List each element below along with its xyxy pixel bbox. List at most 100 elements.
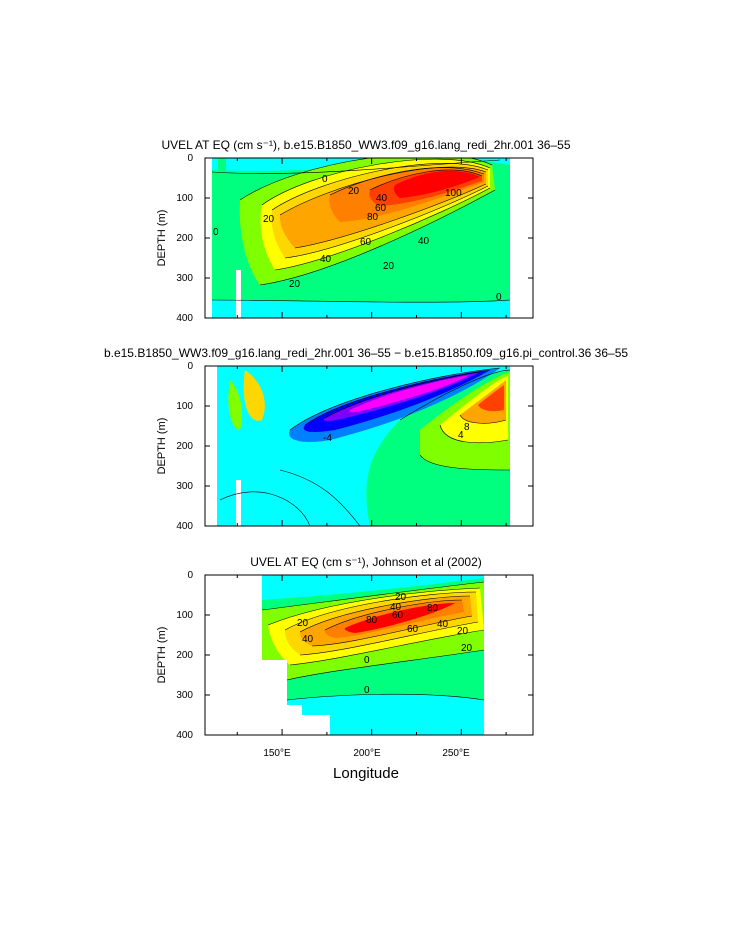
y-tick-label: 100 <box>176 401 193 412</box>
y-tick-label: 100 <box>176 610 193 621</box>
contour-line <box>279 469 361 526</box>
field-core-positive <box>478 385 504 412</box>
contour-label: 20 <box>297 618 309 629</box>
contour-label: 40 <box>302 634 314 645</box>
y-tick-label: 100 <box>176 193 193 204</box>
contour-line <box>284 185 489 259</box>
panel-bottom-title: UVEL AT EQ (cm s⁻¹), Johnson et al (2002… <box>250 555 482 569</box>
contour-line <box>304 369 491 426</box>
contour-line <box>289 367 501 431</box>
contour-line <box>419 454 511 471</box>
y-axis-label: DEPTH (m) <box>156 418 168 475</box>
contour-line <box>324 371 481 419</box>
contour-line <box>211 299 511 303</box>
contour-line <box>211 159 501 174</box>
contour-label: 20 <box>383 261 395 272</box>
land-mask <box>287 705 302 735</box>
contour-line <box>299 595 471 633</box>
contour-line <box>329 167 485 196</box>
contour-label: 4 <box>458 430 464 441</box>
contour-label: 40 <box>437 619 449 630</box>
y-tick-label: 0 <box>187 570 193 581</box>
contour-label: 40 <box>320 254 332 265</box>
contour-line <box>289 629 485 666</box>
y-tick-label: 300 <box>176 690 193 701</box>
contour-line <box>261 581 485 611</box>
contour-label: 20 <box>457 626 469 637</box>
panel-top-y-axis: DEPTH (m) 0 100 200 300 400 <box>156 153 193 324</box>
contour-line <box>279 166 487 216</box>
y-tick-label: 400 <box>176 730 193 741</box>
contour-label: 80 <box>366 615 378 626</box>
contour-label: 40 <box>390 602 402 613</box>
contour-label: 60 <box>360 237 372 248</box>
panel-top-plot: 0 20 40 60 80 100 60 40 20 40 20 0 0 20 <box>204 157 534 319</box>
contour-line <box>311 615 473 647</box>
panel-top-contour-labels: 0 20 40 60 80 100 60 40 20 40 20 0 0 20 <box>213 174 502 303</box>
panel-top-title: UVEL AT EQ (cm s⁻¹), b.e15.B1850_WW3.f09… <box>161 138 570 152</box>
panel-bottom-y-axis: DEPTH (m) 0 100 200 300 400 <box>156 570 193 741</box>
contour-label: 60 <box>375 203 387 214</box>
y-tick-label: 200 <box>176 441 193 452</box>
y-tick-label: 200 <box>176 233 193 244</box>
contour-label: 0 <box>364 685 370 696</box>
land-mask <box>262 660 287 735</box>
land-mask <box>236 480 241 526</box>
contour-line <box>299 621 479 656</box>
contour-line <box>274 187 491 271</box>
field-core-red <box>394 170 480 198</box>
land-mask <box>236 270 241 318</box>
contour-line <box>259 189 496 286</box>
contour-label: 40 <box>418 236 430 247</box>
panel-middle-plot: -4 8 4 <box>204 365 534 527</box>
contour-line <box>399 369 511 421</box>
contour-label: 80 <box>427 603 439 614</box>
contour-label: 60 <box>407 624 419 635</box>
contour-line <box>459 414 507 424</box>
contour-line <box>284 591 477 631</box>
x-tick-label: 250°E <box>442 748 470 759</box>
y-tick-label: 300 <box>176 273 193 284</box>
y-tick-label: 0 <box>187 361 193 372</box>
contour-label: 20 <box>348 186 360 197</box>
contour-line <box>286 649 485 681</box>
contour-line <box>267 587 481 626</box>
contour-label: 20 <box>289 279 301 290</box>
panel-bottom-contour-labels: 20 40 60 80 80 60 40 20 20 40 0 0 20 <box>297 592 473 696</box>
x-axis-label: Longitude <box>333 765 399 782</box>
x-tick-label: 200°E <box>353 748 381 759</box>
contour-line <box>219 491 311 526</box>
west-boundary-patch <box>218 158 226 208</box>
axis-ticks <box>205 157 533 736</box>
contour-line <box>261 158 491 206</box>
y-tick-label: 400 <box>176 313 193 324</box>
contour-line <box>286 693 485 701</box>
contour-line <box>439 424 509 444</box>
contour-label: 20 <box>461 643 473 654</box>
contour-label: 0 <box>496 292 502 303</box>
panel-middle: b.e15.B1850_WW3.f09_g16.lang_redi_2hr.00… <box>104 346 628 532</box>
contour-line <box>271 163 489 211</box>
contour-line <box>369 169 483 191</box>
land-mask <box>302 715 330 735</box>
contour-label: 8 <box>464 422 470 433</box>
contour-label: 0 <box>322 174 328 185</box>
contour-label: 20 <box>263 214 275 225</box>
contour-label: 80 <box>367 212 379 223</box>
y-tick-label: 400 <box>176 521 193 532</box>
contour-line <box>324 599 463 631</box>
contour-label: 40 <box>376 193 388 204</box>
field-core-negative <box>349 375 470 413</box>
y-tick-label: 0 <box>187 153 193 164</box>
panel-middle-title: b.e15.B1850_WW3.f09_g16.lang_redi_2hr.00… <box>104 346 628 360</box>
y-tick-label: 200 <box>176 650 193 661</box>
contour-label: 0 <box>213 227 219 238</box>
contour-label: 20 <box>395 592 407 603</box>
west-anomaly-patch <box>243 370 265 421</box>
contour-label: 0 <box>364 655 370 666</box>
panel-middle-y-axis: DEPTH (m) 0 100 200 300 400 <box>156 361 193 532</box>
y-axis-label: DEPTH (m) <box>156 210 168 267</box>
panel-bottom-plot: 20 40 60 80 80 60 40 20 20 40 0 0 20 <box>204 574 534 736</box>
panel-bottom-x-axis: 150°E 200°E 250°E Longitude <box>263 748 470 782</box>
